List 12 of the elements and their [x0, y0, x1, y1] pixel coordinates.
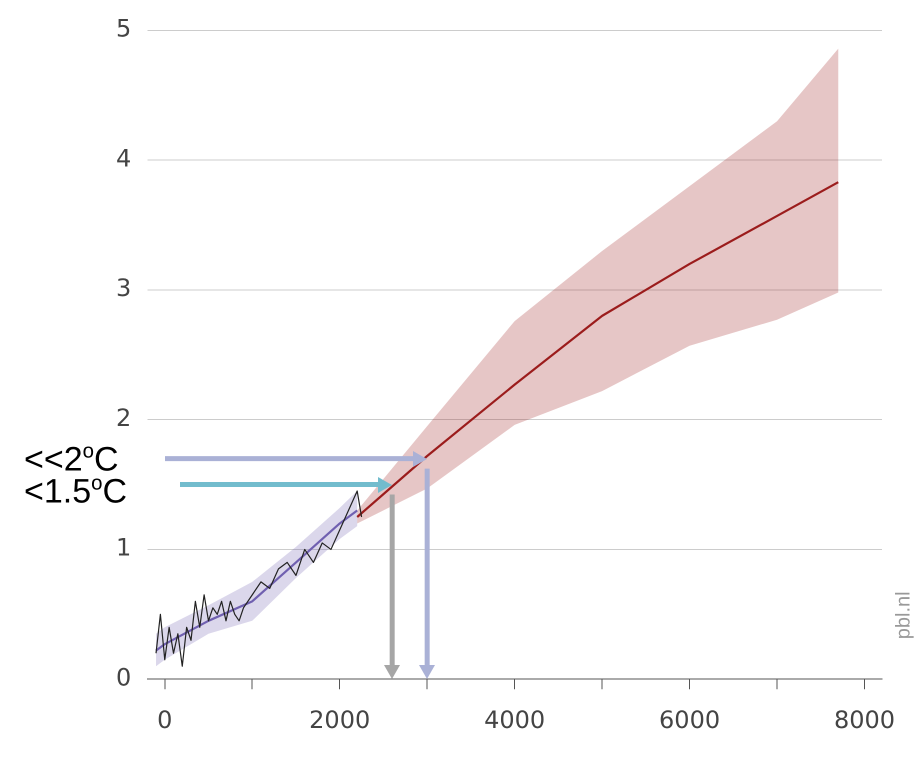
y-tick-label: 3	[116, 274, 132, 302]
x-tick-label: 2000	[309, 706, 370, 734]
y-tick-label: 4	[116, 144, 132, 172]
y-tick-label: 1	[116, 534, 132, 562]
x-tick-label: 6000	[659, 706, 720, 734]
x-tick-label: 8000	[834, 706, 896, 734]
x-tick-label: 4000	[484, 706, 546, 734]
y-tick-label: 5	[116, 14, 132, 43]
x-tick-label: 0	[157, 706, 172, 734]
y-tick-label: 0	[116, 663, 132, 692]
text: pbl.nl	[892, 591, 915, 640]
y-tick-label: 2	[116, 404, 132, 432]
